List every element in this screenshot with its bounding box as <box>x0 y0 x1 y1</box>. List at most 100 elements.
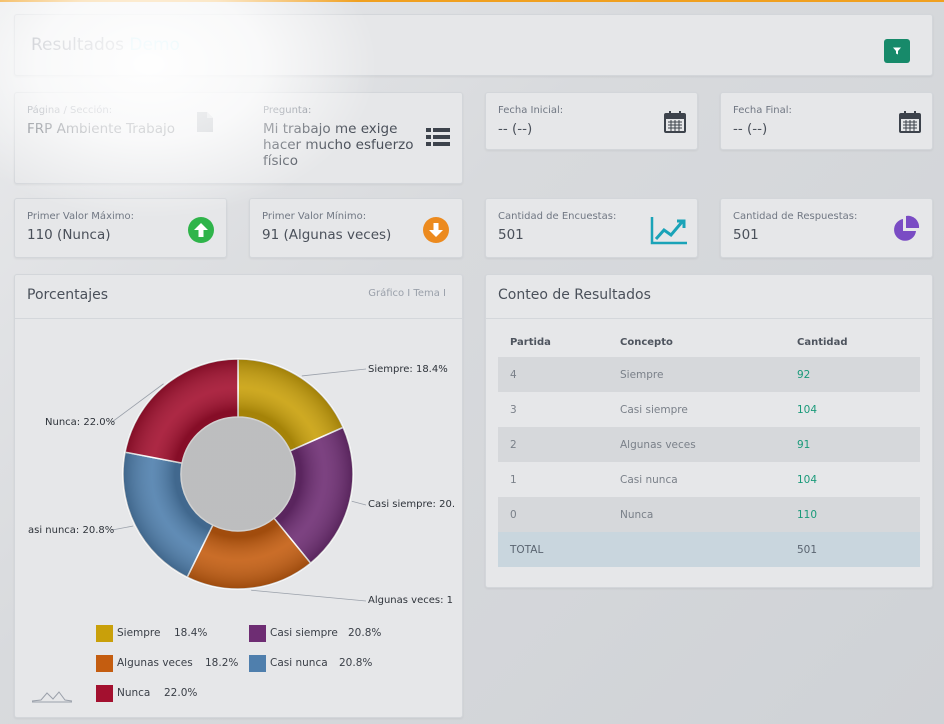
page-title: Resultados Demo <box>31 35 180 55</box>
max-value-card: Primer Valor Máximo: 110 (Nunca) <box>14 198 227 258</box>
chart-tabs: Gráfico I Tema I <box>368 288 446 299</box>
cell-partida: 2 <box>498 427 608 462</box>
slice-label-casi-nunca: asi nunca: 20.8% <box>28 525 114 536</box>
cell-cantidad: 104 <box>797 403 818 416</box>
table-row: 4 Siempre 92 <box>498 357 920 392</box>
fecha-inicial-card[interactable]: Fecha Inicial: -- (--) <box>485 92 698 150</box>
leader-line <box>111 525 134 531</box>
col-cantidad: Cantidad <box>797 336 848 348</box>
pregunta-label: Pregunta: <box>263 105 312 116</box>
encuestas-label: Cantidad de Encuestas: <box>498 211 617 222</box>
donut-slice-nunca[interactable] <box>124 358 239 465</box>
total-empty <box>608 532 785 567</box>
encuestas-card: Cantidad de Encuestas: 501 <box>485 198 698 258</box>
leader-line <box>351 500 367 506</box>
cell-concepto: Algunas veces <box>608 427 785 462</box>
fecha-final-card[interactable]: Fecha Final: -- (--) <box>720 92 933 150</box>
fecha-inicial-label: Fecha Inicial: <box>498 105 564 116</box>
max-value: 110 (Nunca) <box>27 227 111 243</box>
cell-cantidad: 92 <box>785 357 920 392</box>
leader-line <box>301 368 367 377</box>
tab-grafico[interactable]: Gráfico <box>368 288 405 299</box>
results-panel-divider <box>486 318 932 319</box>
pie-chart-icon <box>894 215 920 241</box>
pagina-label: Página / Sección: <box>27 105 113 116</box>
legend-percent: 20.8% <box>339 657 373 669</box>
tab-separator: I <box>404 288 414 299</box>
tab-separator: I <box>439 288 446 299</box>
pregunta-line-1: Mi trabajo me exige <box>263 121 398 137</box>
table-total-row: TOTAL 501 <box>498 532 920 567</box>
fecha-final-label: Fecha Final: <box>733 105 792 116</box>
sparkline-icon <box>31 691 73 703</box>
pregunta-line-3: físico <box>263 153 298 169</box>
page-title-main: Resultados <box>31 35 124 55</box>
tab-tema[interactable]: Tema <box>413 288 440 299</box>
cell-partida: 1 <box>510 473 517 486</box>
table-row: 3 Casi siempre 104 <box>498 392 920 427</box>
table-row: 2 Algunas veces 91 <box>498 427 920 462</box>
legend-name: Casi siempre <box>270 627 338 639</box>
legend-swatch <box>96 655 113 672</box>
arrow-down-icon <box>423 217 449 243</box>
pregunta-line-2: hacer mucho esfuerzo <box>263 137 414 153</box>
legend-swatch <box>249 655 266 672</box>
legend-swatch <box>96 685 113 702</box>
legend-name: Siempre <box>117 627 161 639</box>
percent-panel-divider <box>15 318 462 319</box>
respuestas-card: Cantidad de Respuestas: 501 <box>720 198 933 258</box>
cell-partida: 0 <box>498 497 608 532</box>
fecha-final-value: -- (--) <box>733 121 768 137</box>
percent-panel-title: Porcentajes <box>27 287 109 303</box>
percent-panel: Porcentajes Gráfico I Tema I Siempre: 18… <box>14 274 463 718</box>
top-accent-line <box>0 0 944 2</box>
cell-concepto: Siempre <box>608 357 785 392</box>
donut-chart: Siempre: 18.4% Casi siempre: 20. Algunas… <box>28 358 455 606</box>
results-panel-title: Conteo de Resultados <box>498 287 651 303</box>
list-icon <box>426 128 450 146</box>
legend-percent: 20.8% <box>348 627 382 639</box>
min-value: 91 (Algunas veces) <box>262 227 392 243</box>
respuestas-label: Cantidad de Respuestas: <box>733 211 858 222</box>
col-concepto: Concepto <box>620 336 673 348</box>
leader-line <box>251 589 367 602</box>
leader-line <box>111 383 164 423</box>
table-row: 1 Casi nunca 104 <box>498 462 920 497</box>
slice-label-algunas-veces: Algunas veces: 1 <box>368 595 453 606</box>
respuestas-value: 501 <box>733 227 759 243</box>
pregunta-value: Mi trabajo me exige hacer mucho esfuerzo… <box>263 121 433 169</box>
total-value: 501 <box>785 532 920 567</box>
encuestas-value: 501 <box>498 227 524 243</box>
legend-percent: 22.0% <box>164 687 198 699</box>
min-value-card: Primer Valor Mínimo: 91 (Algunas veces) <box>249 198 463 258</box>
cell-partida: 4 <box>498 357 608 392</box>
document-icon <box>197 112 213 132</box>
cell-cantidad: 104 <box>797 473 818 486</box>
total-label: TOTAL <box>498 532 608 567</box>
cell-concepto: Casi siempre <box>620 403 688 416</box>
pagina-value: FRP Ambiente Trabajo <box>27 121 175 137</box>
arrow-up-icon <box>188 217 214 243</box>
calendar-icon <box>664 111 686 133</box>
results-panel: Conteo de Resultados Partida Concepto Ca… <box>485 274 933 588</box>
trend-chart-icon <box>650 217 687 245</box>
page-title-accent: Demo <box>129 35 180 55</box>
legend-percent: 18.2% <box>205 657 239 669</box>
slice-label-nunca: Nunca: 22.0% <box>45 417 115 428</box>
results-table: Partida Concepto Cantidad 4 Siempre 92 3… <box>498 327 920 567</box>
cell-cantidad: 110 <box>785 497 920 532</box>
calendar-icon <box>899 111 921 133</box>
cell-concepto: Casi nunca <box>620 473 678 486</box>
cell-concepto: Nunca <box>608 497 785 532</box>
cell-partida: 3 <box>510 403 517 416</box>
legend-name: Algunas veces <box>117 657 193 669</box>
col-partida: Partida <box>510 336 551 348</box>
filter-button[interactable] <box>884 39 910 63</box>
table-row: 0 Nunca 110 <box>498 497 920 532</box>
slice-label-siempre: Siempre: 18.4% <box>368 364 448 375</box>
table-header-row: Partida Concepto Cantidad <box>498 327 920 357</box>
max-value-label: Primer Valor Máximo: <box>27 211 134 222</box>
fecha-inicial-value: -- (--) <box>498 121 533 137</box>
filter-icon <box>893 47 901 55</box>
legend-name: Nunca <box>117 687 151 699</box>
